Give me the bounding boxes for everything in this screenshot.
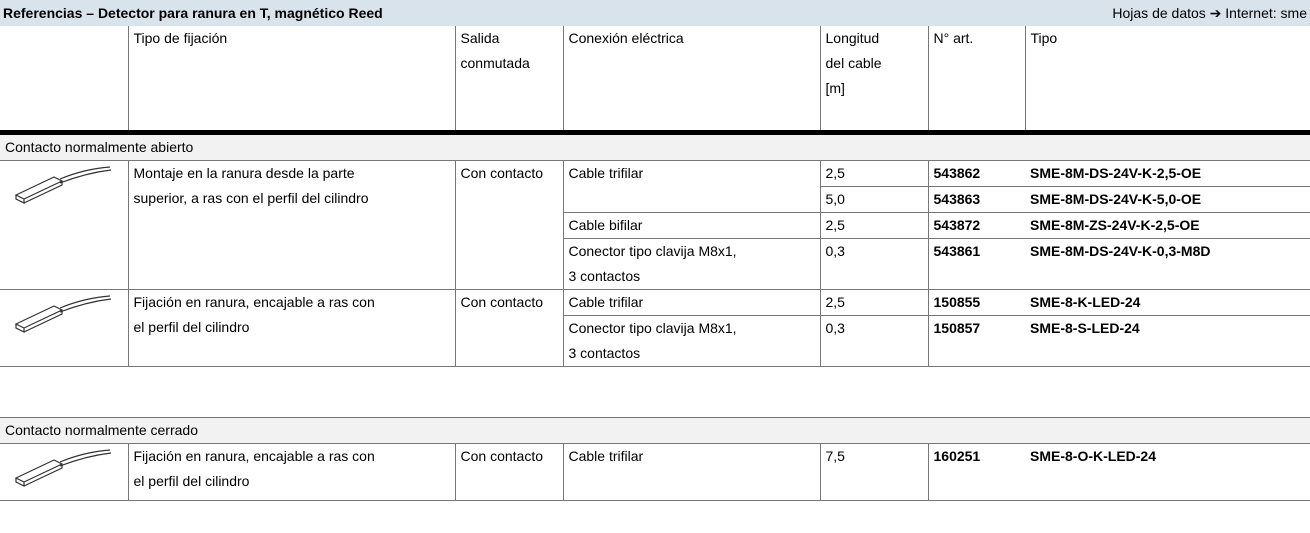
part-number: 543861 <box>927 238 1025 290</box>
connection: Cable trifilar <box>562 289 821 316</box>
section-row: Contacto normalmente abierto <box>0 132 1310 161</box>
data-row: Fijación en ranura, encajable a ras con … <box>0 289 1310 367</box>
connection: Conector tipo clavija M8x1, 3 contactos <box>563 238 821 290</box>
title-bar: Referencias – Detector para ranura en T,… <box>0 0 1310 26</box>
type-code: SME-8M-DS-24V-K-5,0-OE <box>1025 186 1310 213</box>
header-cell: Longitud del cable [m] <box>819 26 929 135</box>
header-cell: Tipo de fijación <box>127 26 456 135</box>
cable-length: 2,5 <box>819 289 929 316</box>
part-number: 543872 <box>927 212 1025 239</box>
output: Con contacto <box>454 160 564 290</box>
connection: Cable bifilar <box>563 212 821 239</box>
title: Referencias – Detector para ranura en T,… <box>3 5 383 21</box>
image-cell <box>0 443 129 501</box>
image-cell <box>0 289 129 367</box>
cable-length: 7,5 <box>819 443 929 501</box>
data-row: 5,0 543863 SME-8M-DS-24V-K-5,0-OE <box>0 186 1310 213</box>
fixing: Fijación en ranura, encajable a ras con … <box>127 289 456 367</box>
header-cell: Conexión eléctrica <box>562 26 821 135</box>
data-row: Conector tipo clavija M8x1, 3 contactos 0… <box>0 315 1310 367</box>
part-number: 150855 <box>927 289 1025 316</box>
section-row: Contacto normalmente cerrado <box>0 417 1310 444</box>
header-cell <box>0 26 129 135</box>
cable-length: 0,3 <box>819 238 929 290</box>
type-code: SME-8-S-LED-24 <box>1025 315 1310 367</box>
header-cell: Salida conmutada <box>454 26 564 135</box>
blank-cell <box>0 366 1310 418</box>
sensor-icon <box>14 295 112 333</box>
cable-length: 5,0 <box>820 186 929 213</box>
blank-row <box>0 366 1310 418</box>
part-number: 160251 <box>927 443 1025 501</box>
header-cell: N° art. <box>927 26 1026 135</box>
type-code: SME-8M-DS-24V-K-0,3-M8D <box>1025 238 1310 290</box>
type-code: SME-8-O-K-LED-24 <box>1025 443 1310 501</box>
section-label: Contacto normalmente abierto <box>0 132 1310 161</box>
type-code: SME-8-K-LED-24 <box>1025 289 1310 316</box>
header-cell: Tipo <box>1024 26 1310 135</box>
part-number: 543863 <box>927 186 1025 213</box>
sensor-icon <box>14 449 112 487</box>
header-row: Tipo de fijación Salida conmutada Conexión… <box>0 26 1310 135</box>
output: Con contacto <box>454 289 564 367</box>
section-label: Contacto normalmente cerrado <box>0 417 1310 444</box>
table: Tipo de fijación Salida conmutada Conexión… <box>0 26 1310 501</box>
cable-length: 0,3 <box>819 315 929 367</box>
cable-length: 2,5 <box>819 212 929 239</box>
fixing: Montaje en la ranura desde la parte supe… <box>127 160 456 290</box>
sensor-icon <box>14 166 112 204</box>
datasheet-link: Hojas de datos ➔ Internet: sme <box>1112 4 1307 21</box>
fixing: Fijación en ranura, encajable a ras con … <box>127 443 456 501</box>
cable-length: 2,5 <box>819 160 929 187</box>
connection: Cable trifilar <box>562 160 821 213</box>
part-number: 150857 <box>927 315 1025 367</box>
data-row: Montaje en la ranura desde la parte supe… <box>0 160 1310 290</box>
connection: Conector tipo clavija M8x1, 3 contactos <box>563 315 821 367</box>
type-code: SME-8M-ZS-24V-K-2,5-OE <box>1025 212 1310 239</box>
data-row: Fijación en ranura, encajable a ras con … <box>0 443 1310 501</box>
image-cell <box>0 160 129 290</box>
connection: Cable trifilar <box>562 443 821 501</box>
part-number: 543862 <box>927 160 1025 187</box>
output: Con contacto <box>454 443 564 501</box>
type-code: SME-8M-DS-24V-K-2,5-OE <box>1025 160 1310 187</box>
